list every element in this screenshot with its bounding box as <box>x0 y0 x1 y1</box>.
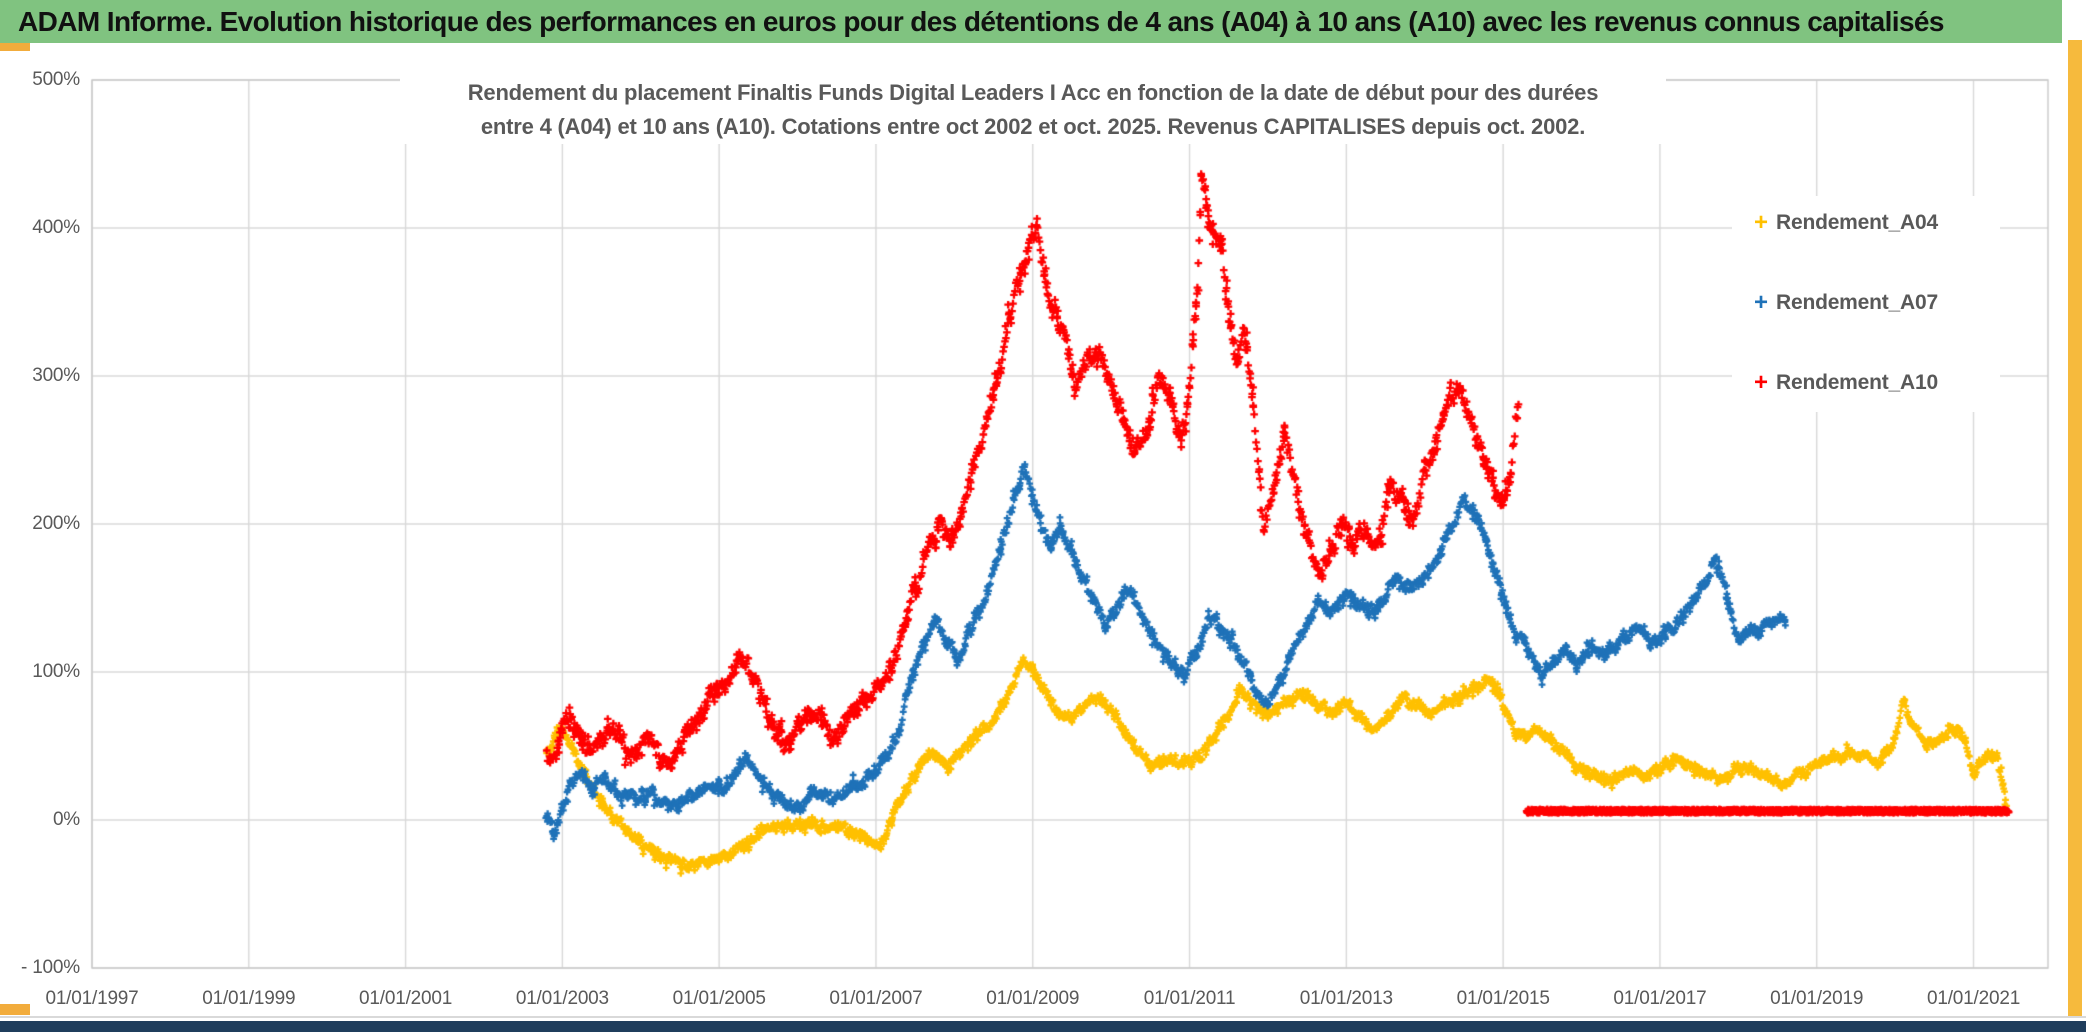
legend-item-label: Rendement_A10 <box>1776 371 1938 394</box>
y-axis-tick-label: 500% <box>32 69 80 90</box>
legend-item: + Rendement_A07 <box>1746 286 1938 320</box>
plus-marker-icon: + <box>1753 369 1768 396</box>
x-axis-tick-label: 01/01/2015 <box>1456 988 1550 1009</box>
y-axis-tick-label: - 100% <box>20 957 80 978</box>
x-axis-tick-label: 01/01/2011 <box>1143 988 1236 1009</box>
y-axis-tick-label: 300% <box>32 365 80 386</box>
x-axis-tick-label: 01/01/2017 <box>1613 988 1707 1009</box>
x-axis-tick-label: 01/01/1997 <box>45 988 139 1009</box>
chart-title-line1: Rendement du placement Finaltis Funds Di… <box>467 80 1599 105</box>
x-axis-tick-label: 01/01/2021 <box>1926 988 2021 1009</box>
x-axis-tick-label: 01/01/1999 <box>202 988 296 1009</box>
x-axis-tick-label: 01/01/2009 <box>986 988 1080 1009</box>
plus-marker-icon: + <box>1753 209 1768 236</box>
legend-item: + Rendement_A10 <box>1746 366 1938 400</box>
y-axis-tick-label: 200% <box>32 513 80 534</box>
x-axis-tick-label: 01/01/2013 <box>1299 988 1393 1009</box>
legend-item-label: Rendement_A07 <box>1776 291 1938 314</box>
x-axis-tick-label: 01/01/2005 <box>672 988 766 1009</box>
plus-marker-icon: + <box>1753 289 1768 316</box>
y-axis-tick-label: 100% <box>32 661 80 682</box>
x-axis-tick-label: 01/01/2007 <box>829 988 923 1009</box>
legend-item-label: Rendement_A04 <box>1776 211 1938 234</box>
x-axis-tick-label: 01/01/2001 <box>359 988 453 1009</box>
chart-title: Rendement du placement Finaltis Funds Di… <box>400 76 1666 144</box>
chart-legend: + Rendement_A04 + Rendement_A07 + Rendement_A… <box>1732 196 2000 412</box>
chart-title-line2: entre 4 (A04) et 10 ans (A10). Cotations… <box>480 114 1586 139</box>
x-axis-tick-label: 01/01/2003 <box>515 988 609 1009</box>
y-axis-tick-label: 0% <box>52 809 80 830</box>
legend-item: + Rendement_A04 <box>1746 206 1938 240</box>
x-axis-tick-label: 01/01/2019 <box>1770 988 1864 1009</box>
y-axis-tick-label: 400% <box>32 217 80 238</box>
